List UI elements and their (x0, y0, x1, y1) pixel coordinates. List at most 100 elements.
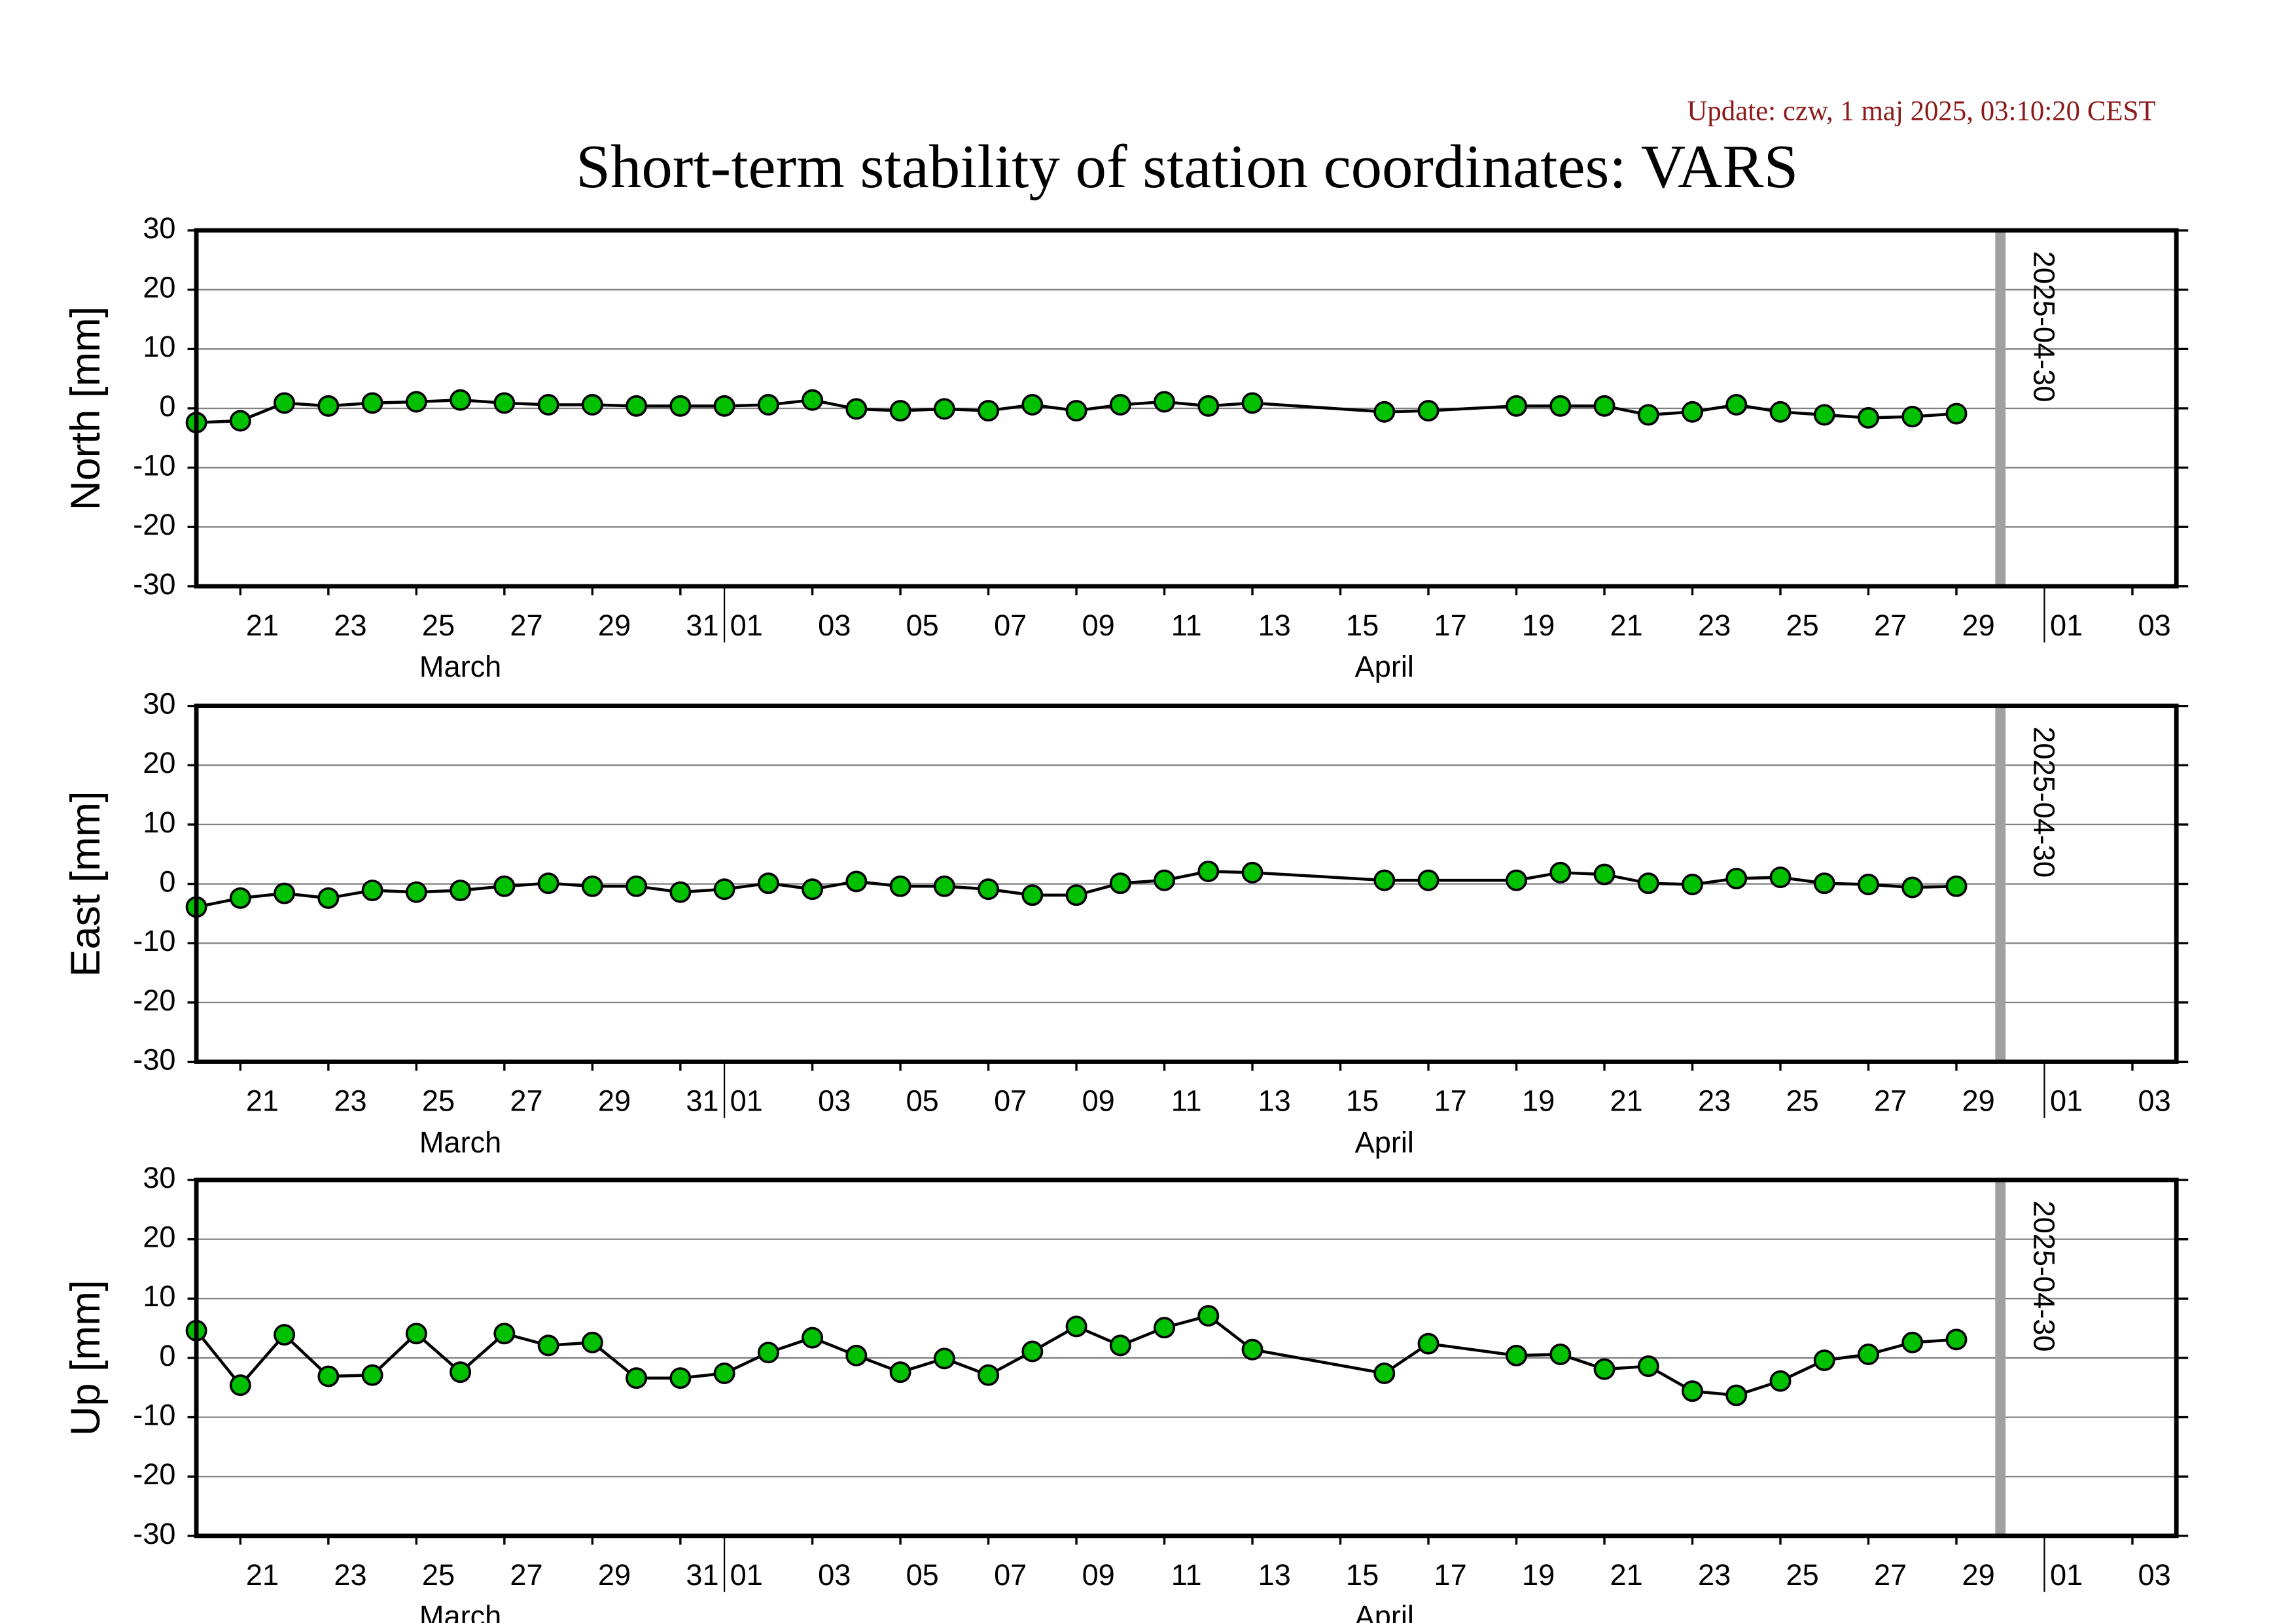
data-point (713, 395, 735, 417)
x-tick-label: 01 (2050, 609, 2083, 642)
data-point (1682, 1380, 1703, 1402)
data-point (1637, 1355, 1659, 1378)
x-tick-label: 11 (1171, 609, 1202, 642)
x-tick-label: 05 (906, 609, 939, 642)
data-point (713, 1363, 735, 1384)
x-tick-label: 01 (2050, 1084, 2083, 1118)
x-tick-label: 25 (422, 609, 455, 642)
x-tick-label: 03 (2138, 1084, 2170, 1118)
x-tick-label: 01 (2050, 1558, 2083, 1592)
x-tick-label: 19 (1522, 609, 1555, 642)
x-tick-label: 29 (598, 1084, 631, 1118)
y-tick-label: -30 (133, 567, 175, 601)
month-label: April (1355, 1126, 1414, 1159)
x-tick-label: 29 (598, 1558, 631, 1592)
data-point (537, 394, 559, 416)
data-point (361, 1364, 383, 1386)
x-tick-label: 07 (994, 1084, 1027, 1118)
data-point (1109, 394, 1131, 416)
x-tick-label: 11 (1171, 1558, 1202, 1592)
data-point (450, 880, 472, 902)
data-point (1945, 1329, 1968, 1351)
data-point (1241, 392, 1263, 414)
x-tick-label: 05 (906, 1084, 939, 1118)
data-point (1813, 404, 1835, 426)
data-point (626, 875, 648, 897)
data-point (889, 875, 911, 897)
data-point (757, 872, 779, 895)
x-tick-label: 17 (1434, 1558, 1467, 1592)
month-label: March (419, 1126, 501, 1159)
data-point (1154, 391, 1176, 413)
x-tick-label: 15 (1346, 1558, 1379, 1592)
data-point (1065, 1315, 1087, 1338)
data-point (1197, 395, 1220, 417)
data-point (274, 1324, 296, 1346)
data-point (1813, 1349, 1835, 1372)
data-point (274, 392, 296, 414)
data-point (978, 878, 1000, 901)
y-tick-label: -30 (133, 1043, 175, 1076)
data-point (1506, 869, 1527, 891)
x-tick-label: 03 (818, 1084, 851, 1118)
x-tick-label: 13 (1258, 609, 1291, 642)
y-tick-label: 10 (143, 806, 175, 839)
data-point (1901, 1331, 1924, 1353)
data-point (1373, 1363, 1396, 1384)
data-point (1241, 1338, 1263, 1361)
data-point (450, 389, 472, 411)
data-point (845, 1344, 868, 1366)
data-point (845, 398, 868, 420)
plot-frame (194, 228, 2179, 589)
data-point (1593, 395, 1616, 417)
x-tick-label: 21 (1610, 1084, 1643, 1118)
data-point (1682, 401, 1703, 423)
data-point (1637, 872, 1659, 895)
x-tick-label: 07 (994, 609, 1027, 642)
data-point (1593, 863, 1616, 885)
y-tick-label: 10 (143, 1279, 175, 1313)
x-tick-label: 23 (1698, 1084, 1731, 1118)
data-point (1549, 861, 1572, 883)
y-tick-label: -10 (133, 1399, 175, 1432)
y-tick-label: 0 (159, 389, 175, 423)
x-tick-label: 13 (1258, 1084, 1291, 1118)
x-tick-label: 19 (1522, 1558, 1555, 1592)
x-tick-label: 01 (730, 1558, 763, 1592)
data-point (889, 400, 911, 422)
data-point (1021, 394, 1044, 416)
data-point (1197, 861, 1220, 883)
data-point (626, 1367, 648, 1389)
y-axis-label: East [mm] (63, 791, 109, 976)
x-tick-label: 25 (1786, 1558, 1819, 1592)
y-tick-label: -10 (133, 449, 175, 482)
x-tick-label: 21 (1610, 1558, 1643, 1592)
data-point (1373, 401, 1396, 423)
data-point (450, 1361, 472, 1383)
x-tick-label: 03 (2138, 609, 2170, 642)
x-tick-label: 09 (1082, 609, 1115, 642)
data-point (933, 398, 955, 420)
y-tick-label: 30 (143, 1161, 175, 1194)
y-axis-label: Up [mm] (63, 1280, 109, 1436)
data-point (978, 400, 1000, 422)
data-point (669, 395, 692, 417)
data-point (889, 1361, 911, 1383)
data-point (1021, 1340, 1044, 1363)
data-point (581, 1331, 603, 1353)
data-point (1065, 884, 1087, 906)
x-tick-label: 23 (1698, 1558, 1731, 1592)
data-point (1769, 1370, 1792, 1392)
data-point (1241, 861, 1263, 883)
x-tick-label: 03 (2138, 1558, 2170, 1592)
data-point (1021, 884, 1044, 906)
data-point (361, 880, 383, 902)
x-tick-label: 23 (1698, 609, 1731, 642)
x-tick-label: 17 (1434, 1084, 1467, 1118)
data-point (802, 1327, 824, 1349)
data-point (1109, 872, 1131, 895)
y-tick-label: -20 (133, 984, 175, 1017)
data-point (802, 389, 824, 411)
data-point (1725, 1384, 1748, 1406)
